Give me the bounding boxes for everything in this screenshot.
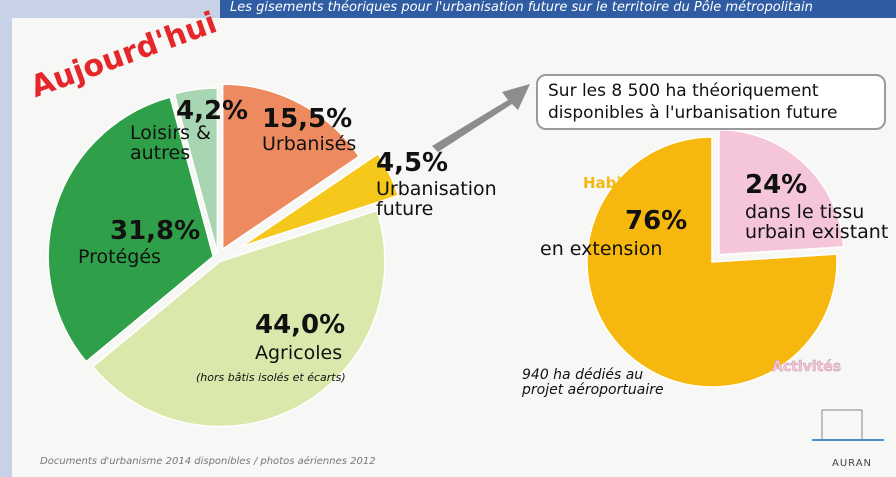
value-label: 24% bbox=[745, 170, 808, 200]
logo: AURAN bbox=[832, 458, 873, 469]
slice-label: Agricoles bbox=[255, 342, 343, 364]
pie-slice bbox=[47, 96, 215, 363]
slice-label: Protégés bbox=[78, 246, 161, 268]
value-label: 76% bbox=[625, 206, 688, 236]
annotation: Activités bbox=[772, 359, 842, 375]
pie-slice bbox=[240, 152, 400, 248]
pie-slice bbox=[91, 209, 386, 428]
value-label: 31,8% bbox=[110, 216, 201, 246]
slice-label: Urbanisation future bbox=[376, 178, 497, 220]
annotation: (hors bâtis isolés et écarts) bbox=[196, 371, 346, 384]
value-label: 44,0% bbox=[255, 310, 346, 340]
value-label: 4,5% bbox=[376, 148, 449, 178]
annotation: 940 ha dédiés au projet aéroportuaire bbox=[522, 367, 664, 398]
pie-slice bbox=[221, 83, 361, 251]
source: Documents d'urbanisme 2014 disponibles /… bbox=[40, 456, 376, 467]
banner: Les gisements théoriques pour l'urbanisa… bbox=[220, 0, 896, 18]
pie-slice bbox=[718, 128, 845, 256]
pie-slice bbox=[173, 87, 219, 254]
arrow bbox=[432, 84, 530, 152]
value-label: 15,5% bbox=[262, 104, 353, 134]
pie-slice bbox=[586, 136, 838, 388]
logo-box bbox=[821, 409, 863, 441]
slice-label: dans le tissu urbain existant bbox=[745, 201, 889, 243]
slice-label: Urbanisés bbox=[262, 133, 357, 155]
chart-title: Sur les 8 500 ha théoriquement disponibl… bbox=[536, 74, 886, 131]
slice-label: Loisirs & autres bbox=[130, 122, 211, 164]
annotation: Habitat bbox=[583, 174, 647, 192]
value-label: 4,2% bbox=[176, 96, 249, 126]
slice-label: en extension bbox=[540, 238, 663, 260]
